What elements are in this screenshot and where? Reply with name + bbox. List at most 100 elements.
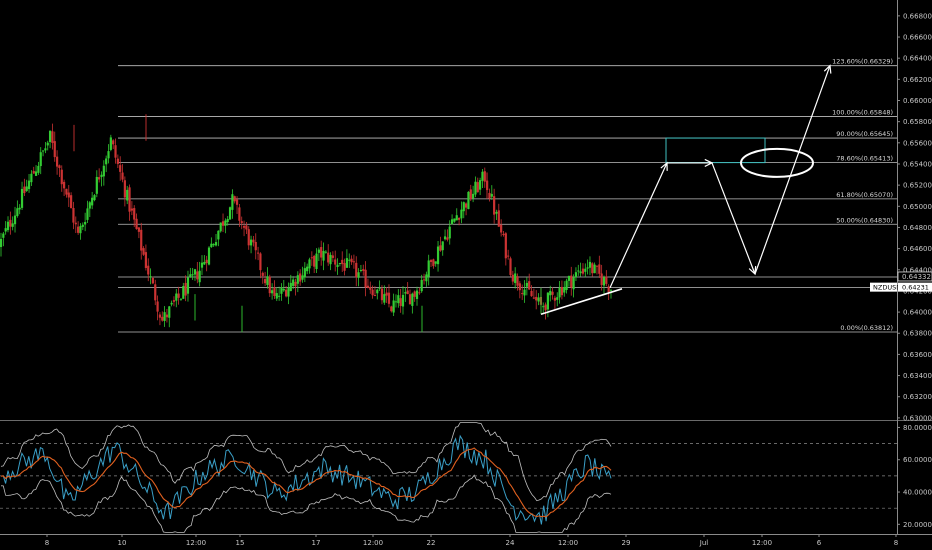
support-trendline[interactable] [540, 288, 623, 315]
projection-drawings[interactable] [540, 64, 832, 315]
highlight-ellipse[interactable] [740, 147, 814, 178]
candle-body [607, 286, 610, 293]
candle-body [123, 180, 126, 198]
candle-body [182, 286, 185, 299]
price-tick-label: 0.65600 [903, 139, 932, 147]
candle-body [542, 306, 545, 308]
candle-body [324, 251, 327, 253]
price-tick-label: 0.64400 [903, 266, 932, 274]
candle-body [210, 243, 213, 248]
candle-body [34, 171, 38, 176]
candle-body [200, 262, 204, 268]
candle-body [112, 140, 115, 145]
candle-body [224, 220, 227, 226]
candle-body [474, 181, 477, 195]
candle-body [574, 272, 578, 278]
candle-body [341, 259, 344, 265]
candle-body [81, 224, 84, 227]
candle-body [313, 255, 316, 267]
candle-body [170, 302, 173, 305]
candle-body [98, 177, 101, 180]
candle-body [252, 239, 255, 243]
candle-body [411, 293, 414, 306]
candle-body [135, 218, 138, 229]
fib-level-label: 0.00%(0.63812) [840, 324, 893, 332]
candle-body [387, 292, 391, 304]
fib-level-label: 100.00%(0.65848) [832, 109, 893, 117]
candle-body [315, 253, 318, 270]
candle-body [481, 171, 484, 181]
candle-body [301, 275, 304, 280]
candle-body [448, 226, 451, 239]
price-tick-label: 0.64600 [903, 245, 932, 253]
symbol-tag [870, 282, 897, 292]
candle-body [177, 293, 180, 298]
candle-body [261, 272, 264, 276]
candle-body [453, 218, 456, 222]
candle-body [549, 290, 552, 296]
candle-body [331, 255, 334, 258]
fib-level-label: 123.60%(0.66329) [832, 58, 893, 66]
candle-body [472, 193, 475, 199]
candle-body [48, 130, 52, 142]
candle-body [586, 267, 589, 269]
projection-path-segment[interactable] [754, 65, 831, 275]
fib-level-label: 78.60%(0.65413) [836, 155, 893, 163]
candle-body [287, 287, 290, 297]
candle-body [2, 233, 5, 238]
candle-body [46, 142, 49, 146]
candle-body [408, 294, 412, 305]
candle-body [133, 208, 136, 220]
candle-body [462, 202, 465, 212]
candle-body [560, 286, 564, 296]
candle-body [483, 171, 486, 182]
candle-body [37, 165, 40, 173]
price-tick-label: 0.64800 [903, 224, 932, 232]
candle-body [385, 292, 388, 296]
candle-body [334, 259, 337, 265]
candle-body [247, 229, 250, 246]
candle-body [439, 245, 442, 251]
projection-path-segment[interactable] [711, 162, 756, 275]
candle-body [369, 287, 372, 290]
candle-body [271, 290, 274, 294]
candle-body [231, 194, 234, 210]
candle-body [161, 316, 164, 321]
price-tick-label: 0.63600 [903, 351, 932, 359]
candle-body [446, 237, 449, 240]
candle-body [16, 208, 19, 217]
candle-body [18, 207, 21, 210]
candle-body [450, 219, 454, 225]
candle-body [217, 230, 220, 240]
current-price-label: 0.64231 [902, 284, 929, 292]
candle-body [310, 257, 313, 259]
price-tick-label: 0.65200 [903, 182, 932, 190]
candle-body [516, 276, 519, 286]
time-tick-label: 22 [427, 539, 436, 547]
candle-body [422, 279, 426, 281]
candle-body [116, 158, 119, 164]
candle-body [343, 263, 346, 271]
candle-body [359, 269, 363, 271]
candle-body [357, 272, 360, 278]
candle-body [455, 215, 458, 221]
candle-body [476, 182, 479, 193]
time-tick-label: 12:00 [752, 539, 772, 547]
candle-body [514, 273, 517, 283]
projection-path-segment[interactable] [609, 162, 668, 289]
candle-body [179, 298, 183, 300]
rsi-moving-average [0, 447, 612, 518]
candle-body [114, 145, 117, 158]
candle-body [523, 289, 526, 296]
time-tick-label: 12:00 [558, 539, 578, 547]
candle-body [245, 225, 248, 230]
candle-body [577, 270, 580, 272]
candle-body [581, 268, 585, 274]
fibonacci-retracement[interactable]: 123.60%(0.66329) 100.00%(0.65848) 90.00%(0… [118, 58, 897, 333]
candle-body [553, 297, 557, 301]
candle-body [205, 259, 208, 264]
candle-body [429, 260, 433, 262]
time-tick-label: 12:00 [186, 539, 206, 547]
